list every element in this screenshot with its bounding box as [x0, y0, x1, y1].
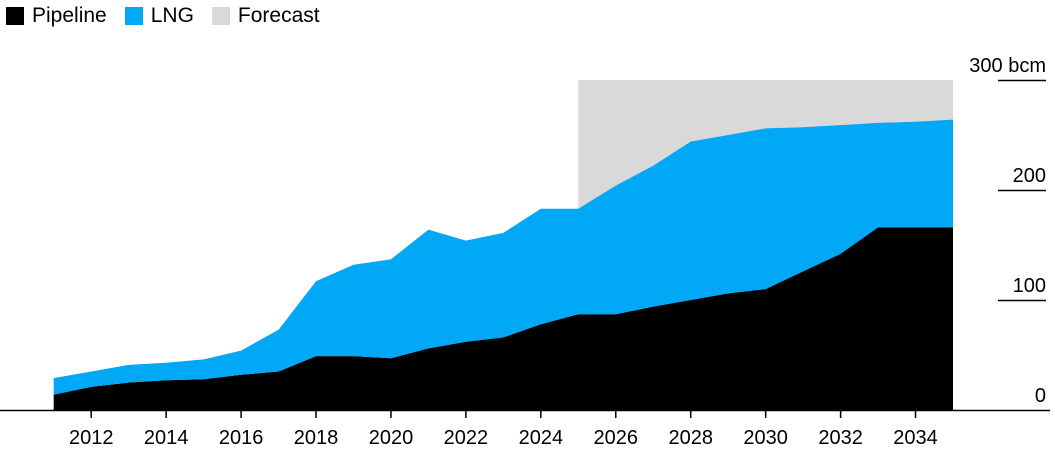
x-tick-label: 2032: [818, 427, 863, 449]
series-area-lng: [53, 119, 953, 395]
legend-label-forecast: Forecast: [237, 4, 320, 27]
legend-item-pipeline: Pipeline: [6, 4, 107, 28]
legend-item-lng: LNG: [124, 4, 194, 28]
y-tick-label: 200: [1013, 165, 1046, 187]
legend-swatch-pipeline: [6, 7, 24, 25]
legend-label-lng: LNG: [150, 4, 194, 27]
x-tick-label: 2016: [219, 427, 264, 449]
x-tick-label: 2020: [369, 427, 414, 449]
series-area-pipeline: [53, 227, 953, 410]
y-tick-label: 300 bcm: [969, 55, 1046, 77]
y-tick-label: 100: [1013, 275, 1046, 297]
legend-swatch-forecast: [211, 7, 230, 25]
x-tick-label: 2024: [519, 427, 564, 449]
y-tick-label: 0: [1035, 385, 1046, 407]
x-tick-label: 2028: [668, 427, 713, 449]
x-tick-label: 2022: [444, 427, 489, 449]
legend-item-forecast: Forecast: [211, 4, 320, 28]
legend: Pipeline LNG Forecast: [6, 4, 320, 28]
legend-swatch-lng: [124, 7, 143, 25]
x-tick-label: 2030: [743, 427, 788, 449]
x-tick-label: 2012: [69, 427, 114, 449]
x-tick-label: 2014: [144, 427, 189, 449]
x-tick-label: 2034: [893, 427, 938, 449]
x-tick-label: 2026: [594, 427, 639, 449]
legend-label-pipeline: Pipeline: [32, 4, 107, 27]
x-tick-label: 2018: [294, 427, 339, 449]
